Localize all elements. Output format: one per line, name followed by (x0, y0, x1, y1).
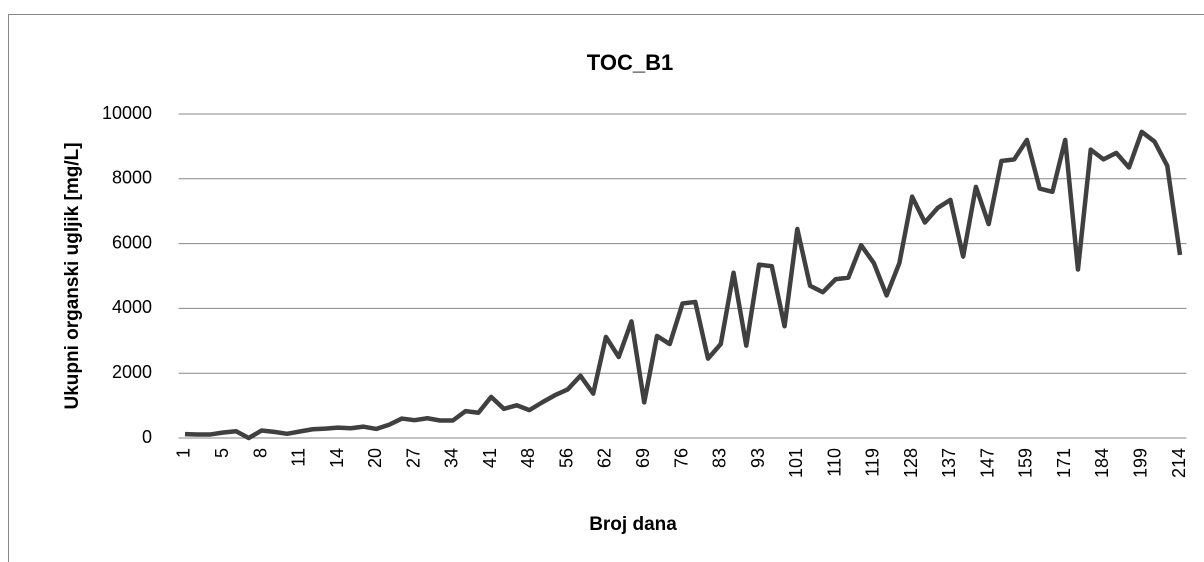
x-axis-title: Broj dana (589, 514, 677, 535)
y-tick-label: 10000 (102, 103, 152, 123)
chart-title: TOC_B1 (587, 50, 673, 75)
x-tick-label: 41 (480, 448, 500, 468)
x-tick-label: 101 (786, 448, 806, 478)
x-tick-label: 56 (556, 448, 576, 468)
x-tick-label: 20 (365, 448, 385, 468)
x-tick-label: 5 (212, 448, 232, 458)
x-tick-label: 69 (633, 448, 653, 468)
x-tick-label: 128 (901, 448, 921, 478)
x-tick-label: 214 (1169, 448, 1189, 478)
y-tick-label: 4000 (112, 297, 152, 317)
x-tick-label: 76 (671, 448, 691, 468)
x-tick-label: 34 (442, 448, 462, 468)
y-tick-label: 2000 (112, 362, 152, 382)
y-axis-title: Ukupni organski ugljik [mg/L] (62, 142, 83, 409)
x-tick-label: 171 (1054, 448, 1074, 478)
x-tick-label: 11 (289, 448, 309, 467)
x-tick-label: 147 (977, 448, 997, 478)
x-tick-label: 119 (863, 448, 883, 477)
x-tick-label: 1 (174, 448, 194, 458)
line-series (184, 129, 1183, 441)
x-tick-label: 48 (518, 448, 538, 468)
x-tick-label: 159 (1016, 448, 1036, 478)
y-tick-label: 8000 (112, 168, 152, 188)
x-tick-label: 27 (403, 448, 423, 468)
x-tick-label: 110 (824, 448, 844, 477)
x-tick-label: 199 (1131, 448, 1151, 478)
x-tick-label: 137 (939, 448, 959, 478)
chart-frame (8, 14, 1204, 562)
y-tick-label: 6000 (112, 232, 152, 252)
x-tick-label: 83 (710, 448, 730, 468)
x-tick-label: 93 (748, 448, 768, 468)
y-tick-label: 0 (142, 427, 152, 447)
x-tick-label: 14 (327, 448, 347, 468)
x-tick-label: 184 (1092, 448, 1112, 478)
x-tick-label: 8 (250, 448, 270, 458)
x-tick-label: 62 (595, 448, 615, 468)
